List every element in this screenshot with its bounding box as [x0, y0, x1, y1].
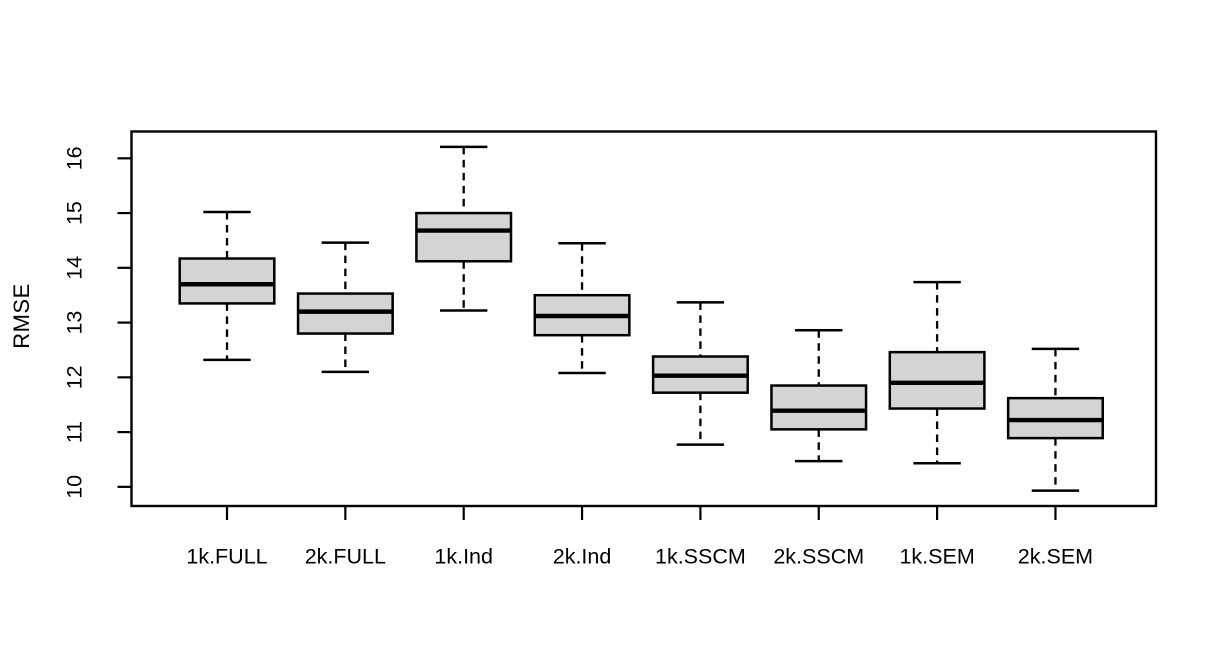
iqr-box — [770, 384, 868, 431]
x-axis-category-label: 2k.Ind — [553, 545, 612, 569]
y-axis-tick-label: 13 — [63, 311, 87, 335]
y-axis-tick-label: 15 — [63, 201, 87, 225]
boxplot-2k.SSCM — [770, 328, 868, 463]
iqr-box — [178, 257, 276, 305]
y-axis-title: RMSE — [9, 283, 34, 349]
x-axis-category-label: 1k.Ind — [434, 545, 493, 569]
x-axis-category-label: 2k.SSCM — [773, 545, 864, 569]
y-axis-tick-label: 11 — [63, 421, 87, 443]
y-axis-tick-label: 10 — [63, 475, 87, 499]
boxplot-2k.SEM — [1006, 347, 1105, 492]
x-axis-category-label: 1k.SEM — [899, 545, 974, 569]
boxplot-2k.Ind — [533, 241, 631, 375]
boxplot-2k.FULL — [296, 241, 394, 374]
boxplot-1k.SSCM — [651, 301, 749, 446]
iqr-box — [888, 350, 986, 410]
y-axis-tick-label: 16 — [63, 146, 87, 170]
x-axis-category-label: 1k.SSCM — [655, 545, 746, 569]
x-axis-category-label: 1k.FULL — [186, 545, 267, 569]
plot-frame — [130, 130, 1158, 508]
y-axis-tick-label: 14 — [63, 256, 87, 280]
boxplot-1k.SEM — [888, 280, 986, 465]
iqr-box — [415, 211, 513, 263]
boxplot-1k.FULL — [178, 210, 276, 362]
y-axis-tick-label: 12 — [63, 365, 87, 389]
x-axis-category-label: 2k.FULL — [305, 545, 386, 569]
x-axis-category-label: 2k.SEM — [1018, 545, 1093, 569]
boxplot-1k.Ind — [415, 145, 513, 312]
